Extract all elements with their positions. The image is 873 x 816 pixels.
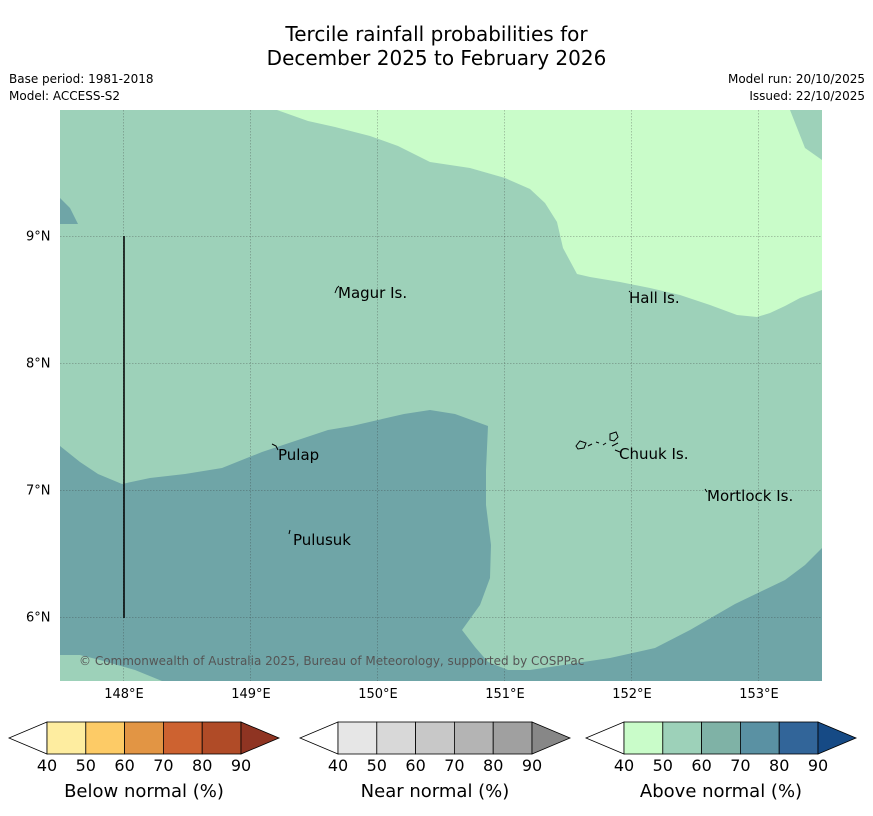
colorbar-below-tick: 80 [192,756,213,775]
colorbar-below-tick: 60 [114,756,135,775]
lon-tick-149: 149°E [231,687,271,702]
colorbar-below-segment [162,721,203,755]
colorbar-above-segment [662,721,702,755]
zone-above-70-80 [60,410,822,681]
issued-date: Issued: 22/10/2025 [749,89,865,103]
meta-left: Base period: 1981-2018 Model: ACCESS-S2 [9,71,154,105]
colorbar-below-extend-low [7,721,48,755]
lon-tick-152: 152°E [612,687,652,702]
colorbar-below-segment [201,721,242,755]
colorbar-below-tick: 90 [230,756,252,775]
zone-above-50-60-sw [60,655,162,681]
colorbar-below-label: Below normal (%) [64,781,224,802]
label-pulusuk: Pulusuk [293,531,351,549]
lon-tick-151: 151°E [485,687,525,702]
colorbar-near-tick: 70 [444,756,465,775]
colorbar-above-segment [740,721,780,755]
chart-title: Tercile rainfall probabilities for Decem… [0,22,873,70]
pulusuk-island-shape [288,529,291,535]
colorbar-near-tick: 90 [521,756,543,775]
colorbar-below [7,721,281,755]
colorbar-below-extend-high [240,721,281,755]
colorbar-above-tick: 40 [613,756,635,775]
colorbar-near-segment [376,721,416,755]
colorbar-above-tick: 60 [691,756,712,775]
colorbar-above-tick: 80 [769,756,790,775]
colorbar-above-extend-high [817,721,858,755]
label-magur: Magur Is. [338,284,408,302]
colorbar-near-tick: 60 [405,756,426,775]
lon-tick-148: 148°E [104,687,144,702]
colorbar-near-segment [492,721,533,755]
colorbar-below-segment [46,721,87,755]
colorbar-above-tick: 90 [807,756,829,775]
pulap-island-shape [271,443,279,451]
zone-above-70-80-nw [60,198,78,224]
colorbar-near-segment [337,721,378,755]
colorbar-above-tick: 70 [730,756,751,775]
colorbar-below-tick: 70 [153,756,174,775]
colorbar-near-segment [453,721,494,755]
colorbar-above [584,721,858,755]
label-mortlock: Mortlock Is. [707,487,794,505]
colorbar-below-tick: 50 [75,756,96,775]
colorbar-near-tick: 80 [483,756,504,775]
colorbar-above-segment [778,721,819,755]
lat-tick-6: 6°N [26,610,51,626]
chart-title-line-1: Tercile rainfall probabilities for [285,22,588,46]
colorbar-near-tick: 40 [327,756,349,775]
label-hall: Hall Is. [629,289,680,307]
colorbar-below-segment [85,721,126,755]
colorbar-near-segment [415,721,455,755]
colorbar-above-segment [701,721,741,755]
lat-tick-9: 9°N [26,229,51,245]
colorbar-below-tick: 40 [36,756,58,775]
lon-tick-150: 150°E [358,687,398,702]
colorbar-near-tick: 50 [366,756,387,775]
zone-above-40-50 [277,110,822,317]
model-name: Model: ACCESS-S2 [9,89,121,103]
chuuk-lagoon-shape [575,431,621,453]
lon-tick-153: 153°E [739,687,779,702]
lat-tick-7: 7°N [26,483,51,499]
copyright-notice: © Commonwealth of Australia 2025, Bureau… [79,654,585,668]
lat-tick-8: 8°N [26,356,51,372]
colorbar-near-extend-low [298,721,339,755]
colorbar-above-extend-low [584,721,625,755]
island-outlines [271,285,708,535]
colorbar-near-extend-high [531,721,572,755]
label-chuuk: Chuuk Is. [619,445,689,463]
model-run: Model run: 20/10/2025 [727,72,865,86]
hall-island-shape [628,290,631,293]
meta-right: Model run: 20/10/2025 Issued: 22/10/2025 [728,71,865,105]
colorbar-near-label: Near normal (%) [360,781,510,802]
colorbar-above-segment [623,721,664,755]
mortlock-island-shape [704,488,708,493]
colorbar-above-tick: 50 [652,756,673,775]
magur-island-shape [334,285,340,294]
label-pulap: Pulap [278,446,320,464]
colorbar-near [298,721,572,755]
colorbar-above-label: Above normal (%) [639,781,803,802]
base-period: Base period: 1981-2018 [9,72,154,86]
colorbar-below-segment [124,721,164,755]
chart-title-line-2: December 2025 to February 2026 [266,46,607,70]
